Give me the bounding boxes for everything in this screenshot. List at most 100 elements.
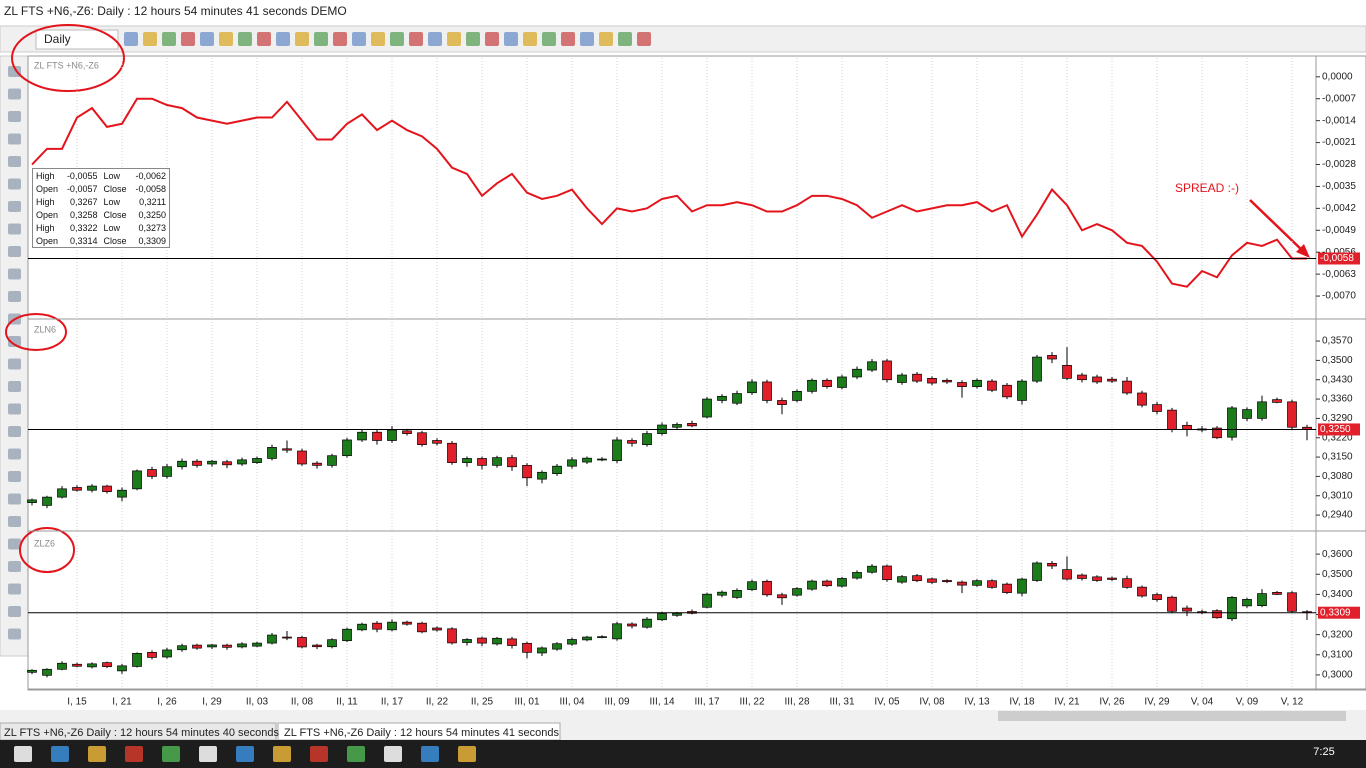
toolbar-icon [504, 32, 518, 46]
annotation: SPREAD :-) [1175, 181, 1239, 195]
tab-label[interactable]: ZL FTS +N6,-Z6 Daily : 12 hours 54 minut… [4, 727, 280, 739]
taskbar-icon [162, 746, 180, 762]
toolbar-icon [352, 32, 366, 46]
taskbar-icon [310, 746, 328, 762]
candle-body [1017, 578, 1027, 594]
candle-body [1272, 399, 1282, 403]
toolbar-icon [143, 32, 157, 46]
tool-icon [8, 156, 21, 167]
candle-body [897, 576, 907, 583]
candle-body [1137, 586, 1147, 597]
info-cell: 0,3258 [69, 209, 98, 220]
tool-icon [8, 358, 21, 370]
timeframe-label[interactable]: Daily [44, 32, 71, 46]
candle-body [447, 628, 457, 644]
tool-icon [8, 88, 21, 100]
candle-body [402, 621, 412, 625]
candle-body [342, 628, 352, 642]
y-tick-label: 0,3570 [1322, 336, 1353, 347]
last-price-label: -0,0058 [1320, 253, 1354, 264]
x-tick-label: III, 01 [514, 697, 539, 708]
candle-body [492, 637, 502, 645]
tool-icon [8, 246, 21, 257]
y-tick-label: 0,3500 [1322, 355, 1353, 366]
candle-body [1062, 365, 1072, 379]
tool-icon [8, 628, 21, 640]
info-cell: Open [36, 209, 59, 220]
candle-body [1242, 409, 1252, 419]
candle-body [342, 439, 352, 457]
tool-icon [8, 178, 21, 190]
x-tick-label: II, 17 [381, 697, 404, 708]
candle-body [1167, 596, 1177, 612]
candle-body [72, 487, 82, 491]
y-tick-label: -0,0042 [1322, 203, 1356, 214]
candle-body [372, 622, 382, 630]
candle-body [627, 440, 637, 444]
candle-body [372, 431, 382, 441]
candle-body [807, 580, 817, 590]
candle-body [207, 644, 217, 648]
candle-body [1092, 376, 1102, 383]
candle-body [357, 431, 367, 441]
toolbar-icon [333, 32, 347, 46]
candle-body [162, 466, 172, 477]
toolbar-icon [542, 32, 556, 46]
toolbar-icons [124, 32, 651, 46]
chart-area [27, 55, 1317, 691]
info-cell: Low [103, 196, 120, 207]
toolbar-icon [447, 32, 461, 46]
candle-body [687, 423, 697, 427]
candle-body [852, 368, 862, 378]
candle-body [582, 636, 592, 641]
candle-body [597, 458, 607, 461]
toolbar-icon [561, 32, 575, 46]
tab-label[interactable]: ZL FTS +N6,-Z6 Daily : 12 hours 54 minut… [284, 727, 560, 739]
candle-body [117, 665, 127, 672]
candle-body [582, 457, 592, 463]
candle-body [1047, 355, 1057, 360]
arrow-head [1296, 244, 1310, 258]
candle-body [507, 638, 517, 646]
candle-body [987, 380, 997, 391]
y-tick-label: 0,3290 [1322, 413, 1353, 424]
candle-body [837, 376, 847, 388]
candle-body [87, 663, 97, 668]
candle-body [717, 591, 727, 596]
x-tick-label: II, 22 [426, 697, 449, 708]
candle-body [417, 622, 427, 633]
candle-body [642, 618, 652, 628]
candle-body [477, 637, 487, 644]
toolbar-icon [200, 32, 214, 46]
last-price-label: 0,3250 [1320, 424, 1351, 435]
candle-body [1287, 592, 1297, 612]
candle-body [297, 637, 307, 648]
y-tick-label: -0,0007 [1322, 93, 1356, 104]
candle-body [642, 433, 652, 445]
tool-icon [8, 403, 21, 415]
tool-icon [8, 493, 21, 505]
candle-body [252, 642, 262, 647]
candle-body [1002, 384, 1012, 398]
toolbar-icon [219, 32, 233, 46]
candle-body [102, 662, 112, 668]
candle-body [672, 424, 682, 428]
candle-body [1152, 404, 1162, 412]
info-cell: 0,3250 [138, 209, 166, 220]
x-tick-label: I, 21 [112, 697, 132, 708]
candle-body [117, 489, 127, 498]
x-tick-label: III, 17 [694, 697, 719, 708]
toolbar-icon [371, 32, 385, 46]
y-tick-label: 0,3010 [1322, 490, 1353, 501]
scroll-thumb[interactable] [998, 711, 1346, 721]
candle-body [177, 460, 187, 468]
candle-body [1077, 574, 1087, 579]
timeframe-select[interactable] [35, 29, 119, 50]
last-price-box [1318, 252, 1360, 265]
candle-body [462, 639, 472, 643]
candle-body [672, 612, 682, 616]
tool-icon [8, 133, 21, 145]
panel-title: ZLZ6 [34, 538, 55, 548]
info-box: High -0,0055 Low -0,0062 Open -0,0057 Close -0,… [32, 168, 170, 248]
panel-title: ZLN6 [34, 324, 56, 334]
